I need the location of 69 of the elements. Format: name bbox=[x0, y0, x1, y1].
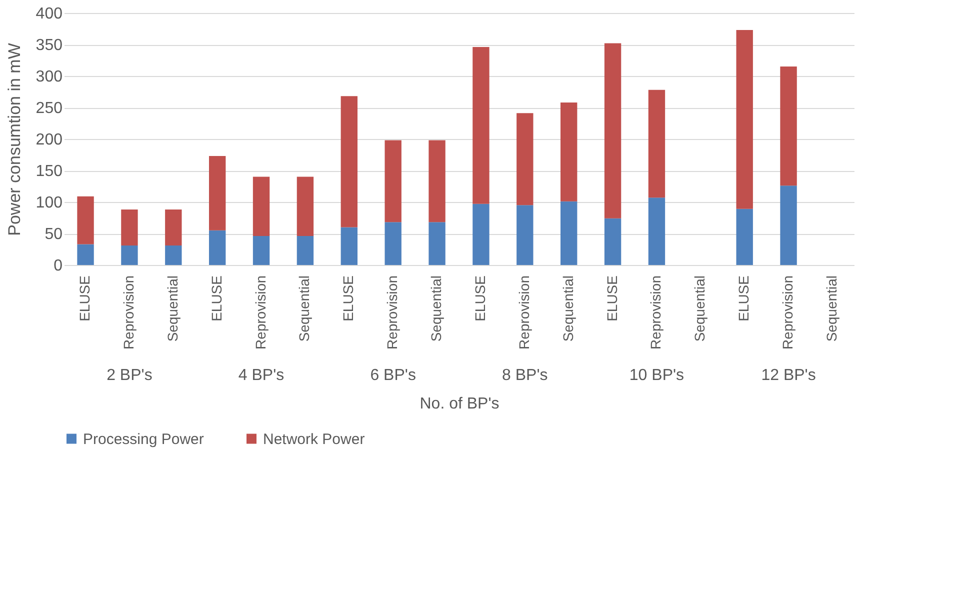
bar bbox=[516, 205, 534, 265]
x-tick-label: Reprovision bbox=[648, 276, 664, 350]
bar bbox=[165, 210, 182, 246]
x-tick-label: Sequential bbox=[428, 276, 444, 342]
bar bbox=[340, 227, 358, 265]
y-tick-label: 200 bbox=[36, 132, 63, 148]
bar bbox=[384, 140, 402, 222]
bar bbox=[604, 218, 622, 265]
x-axis-title: No. of BP's bbox=[420, 395, 500, 412]
text: 6 BP's bbox=[370, 367, 416, 384]
y-tick-label: 250 bbox=[36, 100, 63, 117]
bar bbox=[121, 210, 138, 246]
x-tick-label: Reprovision bbox=[516, 276, 532, 350]
bar bbox=[77, 196, 94, 244]
x-tick-label: Reprovision bbox=[384, 276, 400, 350]
bar bbox=[736, 30, 753, 209]
bar bbox=[604, 43, 622, 218]
bar bbox=[165, 245, 182, 265]
x-tick-label: Sequential bbox=[692, 276, 708, 342]
x-tick-label: ELUSE bbox=[472, 276, 488, 322]
y-tick-label: 300 bbox=[36, 68, 63, 86]
bar bbox=[121, 245, 138, 265]
y-axis-title: Power consumtion in mW bbox=[4, 43, 24, 236]
y-tick-label: 400 bbox=[36, 6, 63, 22]
bar bbox=[428, 222, 446, 265]
bar bbox=[648, 198, 666, 265]
x-tick-label: Sequential bbox=[296, 276, 312, 342]
y-tick-label: 0 bbox=[54, 258, 63, 274]
x-tick-label: Reprovision bbox=[780, 276, 796, 350]
bar bbox=[208, 230, 226, 265]
bar bbox=[428, 140, 446, 222]
bar bbox=[780, 66, 797, 186]
x-tick-label: ELUSE bbox=[340, 276, 356, 322]
bar bbox=[208, 156, 226, 230]
text: 10 BP's bbox=[629, 367, 684, 384]
bar bbox=[384, 222, 402, 265]
bar bbox=[780, 186, 797, 265]
text: 8 BP's bbox=[502, 367, 548, 384]
x-tick-label: Reprovision bbox=[120, 276, 136, 350]
y-tick-label: 100 bbox=[36, 194, 63, 212]
x-tick-label: ELUSE bbox=[76, 276, 93, 322]
bar bbox=[648, 90, 666, 198]
legend-label: Processing Power bbox=[83, 430, 204, 448]
x-tick-label: ELUSE bbox=[736, 276, 752, 322]
bar bbox=[296, 236, 314, 265]
x-tick-label: Sequential bbox=[164, 276, 180, 342]
x-tick-label: Sequential bbox=[560, 276, 576, 342]
bar bbox=[296, 176, 314, 236]
legend-label: Network Power bbox=[263, 430, 365, 448]
y-tick-label: 150 bbox=[36, 163, 63, 180]
bar bbox=[560, 201, 578, 265]
bar bbox=[472, 47, 490, 204]
text: 4 BP's bbox=[238, 367, 284, 384]
bar bbox=[252, 176, 270, 236]
bar bbox=[77, 244, 94, 265]
x-tick-label: Reprovision bbox=[252, 276, 268, 350]
x-tick-label: Sequential bbox=[823, 276, 840, 342]
bar bbox=[560, 102, 578, 202]
x-tick-label: ELUSE bbox=[604, 276, 620, 322]
y-tick-label: 350 bbox=[36, 37, 63, 54]
text: 2 BP's bbox=[106, 367, 152, 384]
bar bbox=[472, 204, 490, 265]
bar bbox=[736, 208, 753, 265]
bar bbox=[340, 96, 358, 228]
text: 12 BP's bbox=[761, 367, 816, 384]
bar bbox=[516, 113, 534, 206]
bar bbox=[252, 236, 270, 265]
y-tick-label: 50 bbox=[44, 226, 63, 243]
x-tick-label: ELUSE bbox=[208, 276, 224, 322]
